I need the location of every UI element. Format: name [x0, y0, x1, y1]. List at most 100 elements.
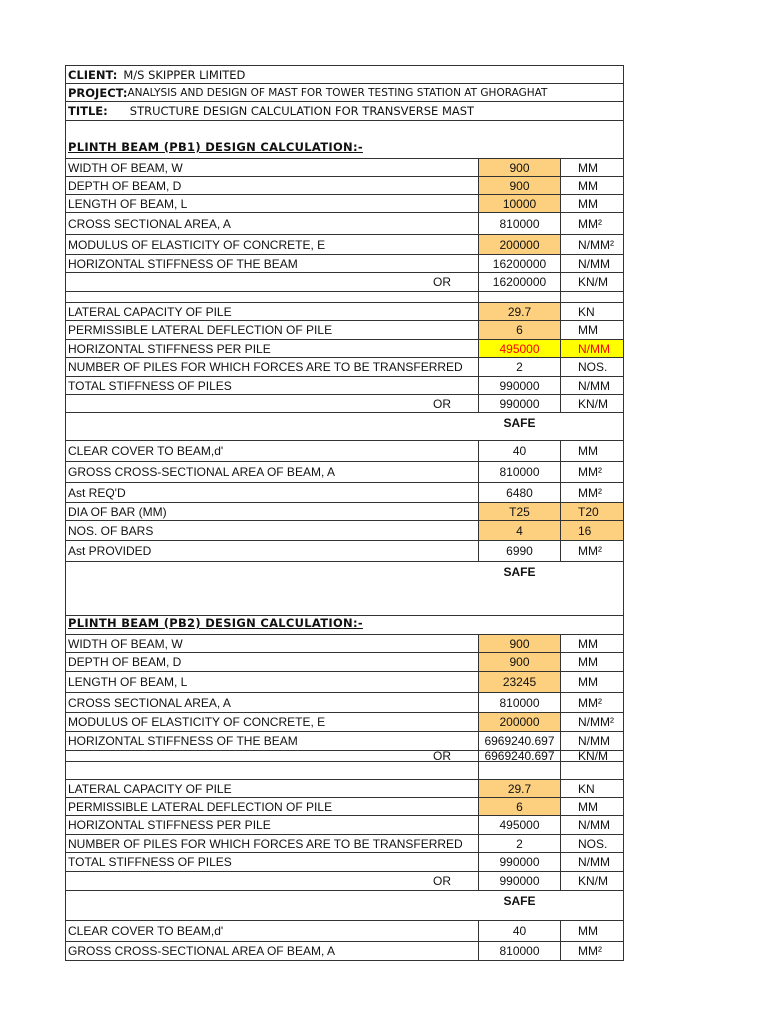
unit-cell[interactable]: MM — [578, 799, 598, 814]
unit-cell[interactable]: T20 — [561, 503, 623, 520]
unit-cell[interactable]: N/MM — [578, 855, 610, 869]
value-cell[interactable]: 29.7 — [478, 780, 561, 797]
value-cell[interactable]: 4 — [478, 521, 561, 540]
table-row: CLEAR COVER TO BEAM,d' 40 MM — [66, 921, 623, 942]
value-cell[interactable]: 6 — [478, 321, 561, 339]
unit-cell[interactable]: MM — [578, 323, 598, 337]
value-cell[interactable]: 6990 — [478, 541, 561, 561]
client-value: M/S SKIPPER LIMITED — [123, 67, 246, 82]
row-label: Ast REQ'D — [68, 485, 126, 500]
unit-cell[interactable]: MM² — [578, 216, 602, 231]
row-label: TOTAL STIFFNESS OF PILES — [68, 855, 232, 869]
unit-cell[interactable]: MM — [578, 160, 598, 175]
section-heading: PLINTH BEAM (PB2) DESIGN CALCULATION:- — [66, 616, 623, 635]
value-cell[interactable] — [478, 292, 561, 302]
table-row: WIDTH OF BEAM, W 900 MM — [66, 159, 623, 177]
value-cell[interactable]: 900 — [478, 159, 561, 176]
title-label: TITLE: — [68, 104, 108, 118]
title-value: STRUCTURE DESIGN CALCULATION FOR TRANSVE… — [129, 104, 475, 118]
table-row: PERMISSIBLE LATERAL DEFLECTION OF PILE 6 M… — [66, 321, 623, 340]
value-cell[interactable]: 810000 — [478, 693, 561, 712]
value-cell[interactable]: 495000 — [478, 816, 561, 834]
unit-cell[interactable]: KN/M — [578, 749, 608, 763]
unit-cell[interactable]: KN/M — [578, 874, 608, 888]
unit-cell[interactable]: MM² — [578, 485, 602, 500]
unit-cell[interactable]: MM² — [578, 944, 602, 958]
value-cell[interactable]: 810000 — [478, 942, 561, 960]
unit-cell[interactable]: MM² — [578, 695, 602, 710]
unit-cell[interactable]: KN — [578, 781, 595, 796]
unit-cell[interactable]: N/MM — [578, 378, 610, 393]
table-row: Ast PROVIDED 6990 MM² — [66, 541, 623, 562]
row-label: NOS. OF BARS — [68, 523, 154, 538]
unit-cell[interactable]: MM — [578, 924, 598, 938]
value-cell[interactable]: 6969240.697 — [478, 749, 561, 763]
unit-cell[interactable]: N/MM — [578, 734, 610, 748]
unit-cell[interactable]: MM — [578, 675, 598, 689]
row-label: WIDTH OF BEAM, W — [68, 160, 183, 175]
row-label: NUMBER OF PILES FOR WHICH FORCES ARE TO … — [68, 360, 463, 374]
value-cell[interactable]: 990000 — [478, 872, 561, 890]
unit-cell[interactable]: N/MM — [578, 818, 610, 832]
value-cell[interactable]: 900 — [478, 653, 561, 671]
row-label: Ast PROVIDED — [68, 544, 152, 558]
row-label: DEPTH OF BEAM, D — [68, 178, 182, 193]
row-label: WIDTH OF BEAM, W — [68, 636, 183, 651]
table-row: CROSS SECTIONAL AREA, A 810000 MM² — [66, 693, 623, 713]
value-cell[interactable]: 40 — [478, 441, 561, 461]
value-cell[interactable]: 6 — [478, 798, 561, 815]
unit-cell[interactable]: MM — [578, 444, 598, 458]
table-row: NOS. OF BARS 4 16 — [66, 521, 623, 541]
row-label: HORIZONTAL STIFFNESS PER PILE — [68, 818, 271, 832]
unit-cell[interactable]: N/MM — [578, 256, 610, 271]
row-label: CLEAR COVER TO BEAM,d' — [68, 444, 224, 458]
value-cell[interactable]: 2 — [478, 835, 561, 852]
row-label: CLEAR COVER TO BEAM,d' — [68, 924, 224, 938]
row-label: PERMISSIBLE LATERAL DEFLECTION OF PILE — [68, 323, 333, 337]
value-cell[interactable]: 6969240.697 — [478, 732, 561, 750]
value-cell[interactable]: 2 — [478, 358, 561, 376]
unit-cell[interactable]: NOS. — [578, 360, 608, 374]
value-cell[interactable]: 29.7 — [478, 303, 561, 320]
value-cell[interactable]: 990000 — [478, 377, 561, 394]
value-cell[interactable]: 810000 — [478, 213, 561, 234]
value-cell[interactable]: 900 — [478, 635, 561, 652]
unit-cell[interactable] — [561, 762, 623, 779]
value-cell[interactable]: 495000 — [478, 340, 561, 357]
unit-cell[interactable]: MM² — [578, 544, 602, 558]
table-row: CLEAR COVER TO BEAM,d' 40 MM — [66, 441, 623, 462]
value-cell[interactable]: 23245 — [478, 672, 561, 692]
unit-cell[interactable] — [561, 292, 623, 302]
unit-cell[interactable]: MM — [578, 655, 598, 669]
value-cell[interactable]: 16200000 — [478, 255, 561, 272]
value-cell[interactable]: 810000 — [478, 462, 561, 482]
unit-cell[interactable]: MM — [578, 178, 598, 193]
unit-cell[interactable]: MM² — [578, 465, 602, 479]
row-label: NUMBER OF PILES FOR WHICH FORCES ARE TO … — [68, 836, 463, 851]
client-row: CLIENT: M/S SKIPPER LIMITED — [66, 66, 623, 84]
table-row: LATERAL CAPACITY OF PILE 29.7 KN — [66, 303, 623, 321]
row-label: DIA OF BAR (MM) — [68, 504, 167, 519]
unit-cell[interactable]: 16 — [561, 521, 623, 540]
value-cell[interactable]: 200000 — [478, 713, 561, 731]
unit-cell[interactable]: N/MM² — [578, 715, 614, 729]
row-label: TOTAL STIFFNESS OF PILES — [68, 378, 232, 393]
value-cell[interactable]: 200000 — [478, 235, 561, 254]
value-cell[interactable]: 6480 — [478, 483, 561, 502]
value-cell[interactable]: 40 — [478, 921, 561, 941]
value-cell[interactable]: T25 — [478, 503, 561, 520]
unit-cell[interactable]: KN/M — [578, 396, 608, 411]
value-cell[interactable]: 10000 — [478, 195, 561, 212]
value-cell[interactable] — [478, 762, 561, 779]
unit-cell[interactable]: NOS. — [578, 836, 608, 851]
value-cell[interactable]: 990000 — [478, 395, 561, 412]
value-cell[interactable]: 16200000 — [478, 273, 561, 291]
unit-cell[interactable]: N/MM² — [578, 237, 614, 252]
value-cell[interactable]: 900 — [478, 177, 561, 194]
value-cell[interactable]: 990000 — [478, 853, 561, 871]
unit-cell[interactable]: MM — [578, 196, 598, 211]
unit-cell[interactable]: KN/M — [578, 275, 608, 289]
unit-cell[interactable]: N/MM — [561, 340, 623, 357]
unit-cell[interactable]: MM — [578, 636, 598, 651]
unit-cell[interactable]: KN — [578, 304, 595, 319]
